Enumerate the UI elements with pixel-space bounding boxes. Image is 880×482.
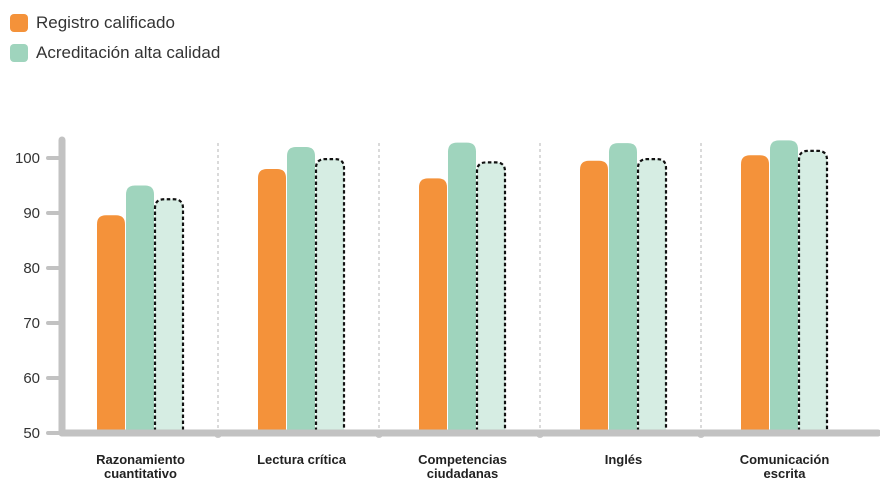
- legend-swatch-registro: [10, 14, 28, 32]
- bar: [419, 178, 447, 431]
- bar: [287, 147, 315, 431]
- legend-swatch-acreditacion: [10, 44, 28, 62]
- x-tick-label: Razonamiento cuantitativo: [96, 452, 185, 481]
- x-tick-label-line: Inglés: [605, 452, 643, 467]
- bar: [153, 198, 185, 433]
- y-tick-label: 50: [23, 425, 40, 442]
- bar: [741, 155, 769, 431]
- x-tick-label: Inglés: [605, 452, 643, 467]
- legend-label-registro: Registro calificado: [36, 13, 175, 32]
- bar: [448, 142, 476, 431]
- bar: [609, 143, 637, 431]
- x-tick-label: Competencias ciudadanas: [418, 452, 507, 481]
- bar: [770, 140, 798, 431]
- x-tick-label-line: Competencias: [418, 452, 507, 467]
- y-tick-label: 90: [23, 205, 40, 222]
- bar: [475, 161, 507, 433]
- x-tick-label-line: escrita: [764, 466, 807, 481]
- x-tick-label-line: Razonamiento: [96, 452, 185, 467]
- legend-item-acreditacion: Acreditación alta calidad: [10, 38, 220, 68]
- bar: [797, 149, 829, 433]
- y-tick-label: 80: [23, 260, 40, 277]
- x-tick-label-line: ciudadanas: [427, 466, 499, 481]
- bar: [314, 158, 346, 433]
- x-tick-label: Lectura crítica: [257, 452, 347, 467]
- bar: [636, 158, 668, 433]
- bar: [126, 185, 154, 431]
- x-tick-label: Comunicación escrita: [740, 452, 830, 481]
- bar: [580, 160, 608, 431]
- bar: [97, 215, 125, 431]
- y-tick-label: 70: [23, 315, 40, 332]
- y-tick-label: 100: [15, 150, 40, 167]
- y-tick-label: 60: [23, 370, 40, 387]
- bar: [258, 169, 286, 431]
- legend-label-acreditacion: Acreditación alta calidad: [36, 43, 221, 62]
- legend: Registro calificado Acreditación alta ca…: [10, 8, 220, 68]
- x-tick-label-line: cuantitativo: [104, 466, 177, 481]
- x-tick-label-line: Comunicación: [740, 452, 830, 467]
- x-tick-label-line: Lectura crítica: [257, 452, 347, 467]
- legend-item-registro: Registro calificado: [10, 8, 220, 38]
